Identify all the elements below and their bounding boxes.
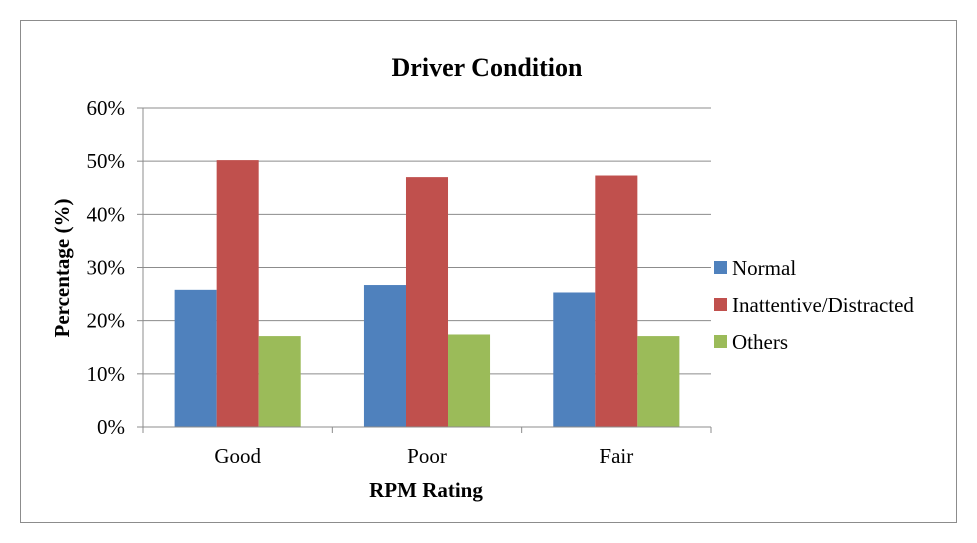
bar-others-good	[258, 336, 301, 427]
x-tick-labels: Good Poor Fair	[214, 444, 633, 468]
x-axis-title: RPM Rating	[369, 478, 483, 502]
y-tick-label: 40%	[87, 202, 126, 226]
bar-inattentive-distracted-poor	[405, 177, 449, 427]
x-tick-label: Good	[214, 444, 261, 468]
chart-title: Driver Condition	[392, 53, 583, 82]
y-axis-title: Percentage (%)	[50, 199, 74, 338]
bar-inattentive-distracted-good	[216, 160, 259, 427]
legend-label: Normal	[732, 256, 796, 280]
bar-normal-fair	[553, 292, 596, 427]
y-tick-label: 30%	[87, 256, 126, 280]
y-tick-label: 60%	[87, 96, 126, 120]
y-tick-label: 0%	[97, 415, 125, 439]
bar-normal-poor	[363, 285, 406, 427]
bar-inattentive-distracted-fair	[595, 175, 638, 427]
y-tick-labels: 0% 10% 20% 30% 40% 50% 60%	[87, 96, 126, 439]
chart-frame	[20, 20, 957, 523]
legend: Normal Inattentive/Distracted Others	[714, 256, 914, 354]
legend-label: Inattentive/Distracted	[732, 293, 914, 317]
legend-swatch	[714, 261, 727, 274]
bar-others-poor	[448, 334, 491, 427]
legend-swatch	[714, 335, 727, 348]
bar-others-fair	[637, 336, 680, 427]
legend-swatch	[714, 298, 727, 311]
y-tick-label: 10%	[87, 362, 126, 386]
axes	[137, 107, 712, 433]
x-tick-label: Poor	[407, 444, 447, 468]
y-tick-label: 50%	[87, 149, 126, 173]
y-tick-label: 20%	[87, 309, 126, 333]
x-tick-label: Fair	[599, 444, 633, 468]
bar-normal-good	[174, 289, 217, 427]
bars	[174, 160, 680, 427]
legend-label: Others	[732, 330, 788, 354]
